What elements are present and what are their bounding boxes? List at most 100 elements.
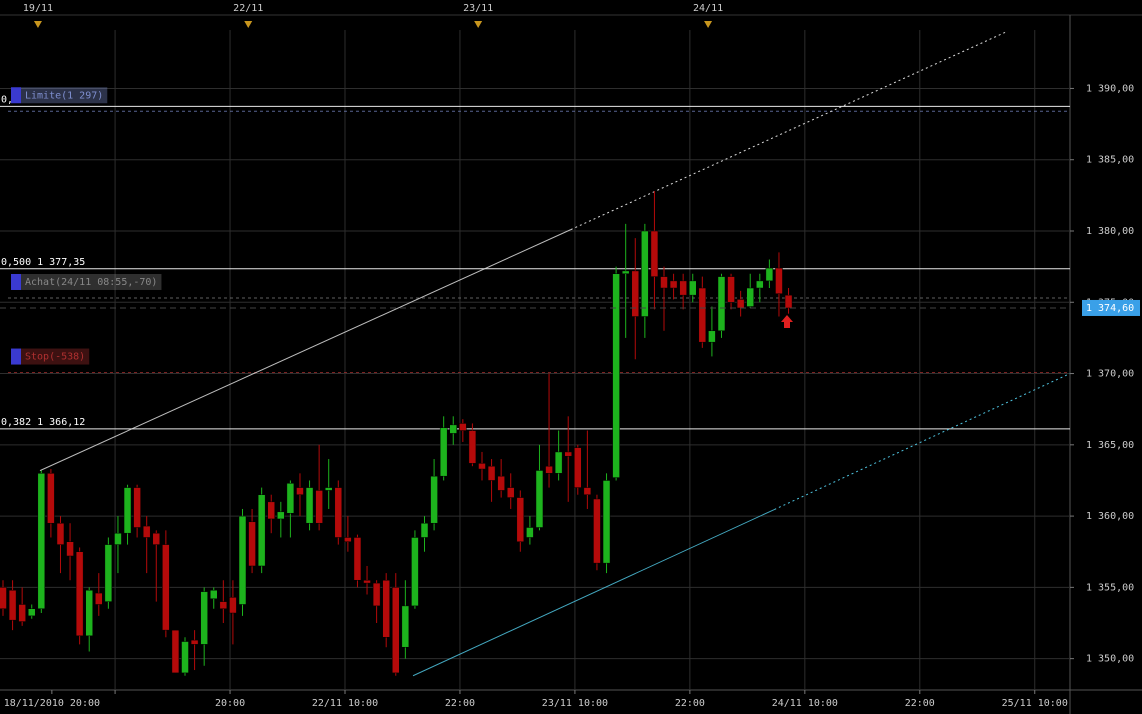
top-date-marker [474, 21, 483, 28]
x-tick-label: 22:00 [905, 698, 935, 709]
top-date-label: 24/11 [693, 3, 723, 14]
top-date-marker [704, 21, 713, 28]
candle-body [104, 544, 113, 602]
y-tick-label: 1 355,00 [1086, 582, 1134, 593]
fib-level-label: 0,500 1 377,35 [1, 257, 85, 268]
candle-body [679, 280, 687, 296]
candle-body [286, 483, 295, 514]
y-tick-label: 1 380,00 [1086, 226, 1134, 237]
fib-level-label: 0, [1, 94, 13, 105]
order-tag-handle [11, 273, 21, 290]
top-date-label: 19/11 [23, 3, 53, 14]
order-tag-box [21, 348, 90, 365]
candle-body [717, 276, 726, 332]
candle-body [554, 451, 563, 474]
candle-body [526, 527, 534, 538]
top-date-label: 22/11 [233, 3, 263, 14]
candle-body [133, 487, 141, 528]
x-tick-label: 20:00 [215, 698, 245, 709]
candle-body [363, 579, 371, 584]
candle-body [0, 587, 7, 609]
candle-body [27, 608, 36, 617]
order-tag-label: Stop(-538) [25, 352, 85, 363]
order-tag-box [21, 273, 162, 290]
candle-body [305, 487, 314, 524]
candle-body [257, 494, 266, 567]
candle-body [372, 582, 381, 607]
candle-body [708, 330, 716, 343]
order-tag-handle [11, 348, 21, 365]
y-tick-label: 1 360,00 [1086, 511, 1134, 522]
order-tag: Stop(-538) [11, 348, 90, 365]
candle-body [66, 541, 74, 557]
candle-body [430, 475, 438, 524]
candle-body [152, 532, 161, 545]
candle-body [545, 465, 553, 474]
top-date-marker [33, 21, 42, 28]
candle-body [190, 639, 199, 645]
x-tick-label: 25/11 10:00 [1002, 698, 1068, 709]
candle-body [411, 537, 419, 607]
candle-body [439, 427, 448, 477]
trendline [39, 229, 571, 472]
candle-body [8, 589, 17, 621]
candle-body [746, 287, 754, 307]
candle-body [401, 605, 410, 648]
x-tick-label: 23/11 10:00 [542, 698, 608, 709]
candle-body [75, 551, 84, 637]
candle-body [602, 480, 611, 564]
x-tick-label: 24/11 10:00 [772, 698, 838, 709]
candle-body [516, 497, 525, 542]
candle-body [334, 487, 343, 538]
candle-body [344, 537, 352, 542]
top-date-marker [244, 21, 253, 28]
candle-body [267, 501, 275, 520]
candle-body [497, 475, 505, 491]
y-tick-label: 1 365,00 [1086, 440, 1134, 451]
x-tick-label: 22:00 [675, 698, 705, 709]
candle-body [229, 597, 237, 614]
candle-body [468, 430, 477, 464]
order-tag-label: Achat(24/11 08:55,-70) [25, 277, 157, 288]
candle-body [296, 487, 304, 495]
candle-body [784, 294, 793, 309]
x-tick-label: 22:00 [445, 698, 475, 709]
candle-body [114, 532, 122, 545]
candle-body [487, 465, 496, 481]
candle-body [47, 473, 55, 524]
candle-body [200, 591, 208, 645]
candle-body [210, 589, 218, 600]
candle-body [248, 521, 256, 567]
buy-arrow [781, 315, 793, 328]
candle-body [85, 589, 93, 637]
y-tick-label: 1 350,00 [1086, 654, 1134, 665]
candle-body [459, 423, 467, 431]
x-tick-label: 22/11 10:00 [312, 698, 378, 709]
candle-body [736, 299, 745, 309]
candle-body [621, 270, 630, 275]
candle-body [612, 273, 620, 478]
candle-body [727, 276, 735, 303]
candle-body [765, 267, 774, 282]
x-tick-label: 18/11/2010 20:00 [4, 698, 100, 709]
candle-body [698, 287, 707, 343]
order-tag-handle [11, 87, 21, 104]
candle-body [392, 587, 400, 674]
candle-body [162, 544, 170, 631]
order-tag-box [21, 87, 108, 104]
candle-body [583, 487, 592, 495]
candle-body [688, 280, 697, 296]
trendline-dotted [774, 373, 1071, 510]
candle-body [123, 487, 132, 534]
order-tag: Limite(1 297) [11, 87, 108, 104]
trendline [412, 509, 775, 677]
candle-body [420, 522, 429, 538]
candle-body [564, 451, 572, 457]
candle-body [449, 424, 458, 434]
candle-body [382, 579, 390, 638]
y-tick-label: 1 390,00 [1086, 83, 1134, 94]
candle-body [641, 230, 649, 317]
order-tag: Achat(24/11 08:55,-70) [11, 273, 162, 290]
last-price-box [1082, 299, 1140, 316]
